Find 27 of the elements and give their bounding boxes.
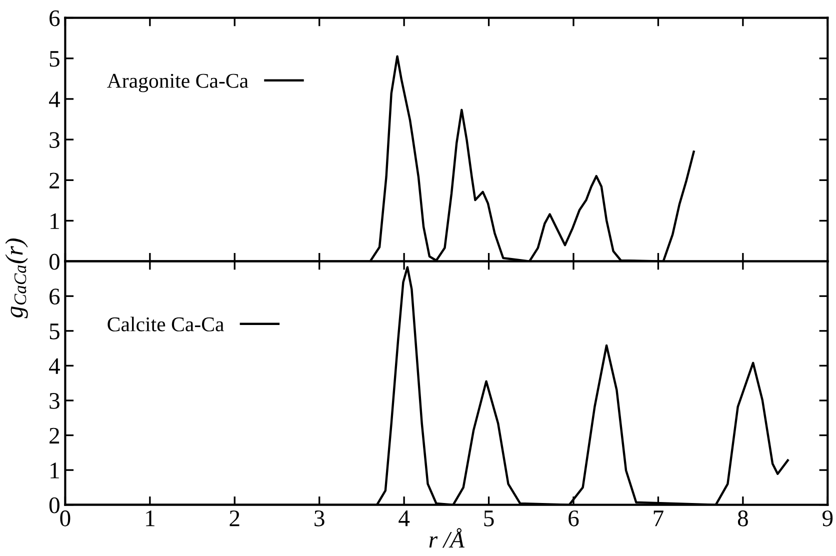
y-tick-label: 0 [49,254,60,270]
x-tick-label: 3 [314,510,324,526]
x-tick-label: 7 [654,510,664,526]
legend-label: Calcite Ca-Ca [108,316,224,332]
y-tick-label: 5 [50,324,60,340]
y-tick-label: 3 [50,132,60,148]
y-tick-label: 5 [50,51,60,67]
y-axis-title: g$_{CaCa}$(r) [5,238,28,318]
x-tick-label: 2 [230,510,240,526]
y-tick-label: 4 [49,92,60,108]
x-tick-label: 4 [398,510,410,526]
y-tick-label: 1 [50,462,59,478]
y-tick-label: 2 [50,428,60,444]
y-tick-label: 4 [49,358,60,374]
x-axis-title: r /Å [429,528,465,548]
x-tick-label: 6 [568,510,579,526]
y-tick-label: 0 [49,497,60,514]
y-tick-label: 1 [50,213,59,229]
y-tick-label: 6 [50,10,60,26]
x-tick-label: 5 [484,510,494,526]
x-tick-label: 8 [738,510,748,526]
y-tick-label: 6 [50,288,60,305]
y-tick-label: 2 [50,172,60,188]
legend-label: Aragonite Ca-Ca [107,74,248,92]
y-tick-label: 3 [50,393,60,409]
x-tick-label: 1 [146,510,154,526]
x-tick-label: 9 [822,510,833,526]
